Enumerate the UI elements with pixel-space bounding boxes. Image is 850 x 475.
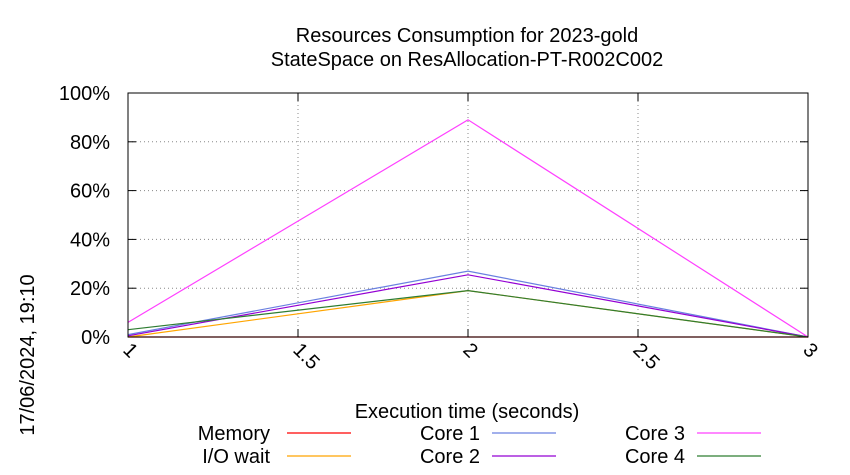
x-tick-label: 2.5 bbox=[628, 339, 663, 374]
y-tick-label: 100% bbox=[59, 83, 110, 105]
series-line-core-4 bbox=[127, 289, 809, 338]
y-tick-label: 40% bbox=[70, 229, 110, 251]
y-tick-label: 0% bbox=[81, 327, 110, 349]
x-tick-label: 3 bbox=[798, 339, 821, 362]
x-axis-label: Execution time (seconds) bbox=[355, 401, 580, 423]
legend-label: I/O wait bbox=[202, 446, 270, 468]
y-tick-label: 60% bbox=[70, 181, 110, 203]
y-axis-ticks: 0% 20% 40% 60% 80% 100% bbox=[59, 83, 808, 349]
series-line-core-1 bbox=[127, 270, 809, 338]
x-tick-label: 2 bbox=[458, 339, 481, 362]
y-tick-label: 20% bbox=[70, 278, 110, 300]
x-axis-ticks: 1 1.5 2 2.5 3 bbox=[118, 93, 822, 374]
legend-label: Core 4 bbox=[625, 446, 685, 468]
x-tick-label: 1.5 bbox=[288, 339, 323, 374]
series-lines bbox=[127, 119, 809, 338]
series-line-core-3 bbox=[127, 119, 809, 338]
y-tick-label: 80% bbox=[70, 132, 110, 154]
legend-label: Core 2 bbox=[420, 446, 480, 468]
legend-label: Core 3 bbox=[625, 423, 685, 445]
legend-label: Memory bbox=[198, 423, 270, 445]
gridlines bbox=[128, 93, 808, 337]
chart-title-line1: Resources Consumption for 2023-gold bbox=[296, 25, 638, 47]
legend-label: Core 1 bbox=[420, 423, 480, 445]
timestamp-label: 17/06/2024, 19:10 bbox=[17, 274, 39, 435]
x-tick-label: 1 bbox=[118, 339, 141, 362]
series-line-core-2 bbox=[127, 274, 809, 338]
chart-title-line2: StateSpace on ResAllocation-PT-R002C002 bbox=[271, 49, 663, 71]
